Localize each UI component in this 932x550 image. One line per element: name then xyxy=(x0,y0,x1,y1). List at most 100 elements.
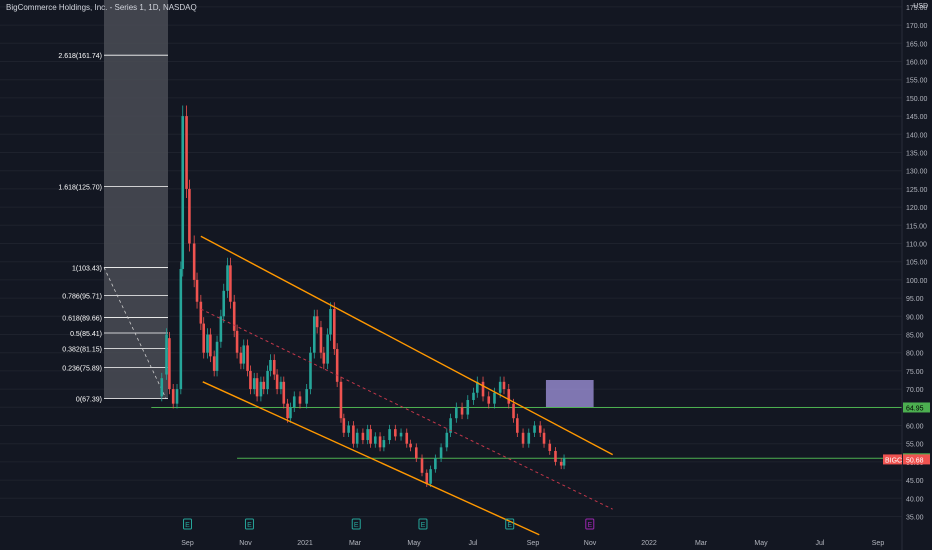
candle-body xyxy=(542,432,546,444)
channel-lower-line xyxy=(202,381,540,536)
price-tick-label: 75.00 xyxy=(906,369,924,376)
candle-body xyxy=(289,407,292,419)
earnings-event-icon[interactable] xyxy=(183,518,192,530)
candle-body xyxy=(512,403,515,419)
price-tag-bg xyxy=(903,454,930,465)
candle-body xyxy=(185,116,188,189)
candle-body xyxy=(409,443,412,448)
earnings-event-icon[interactable] xyxy=(418,518,428,530)
resistance-zone[interactable] xyxy=(545,380,594,408)
fib-trend-line xyxy=(103,267,167,399)
candle-body xyxy=(493,392,496,404)
candle-body xyxy=(455,407,458,419)
candle-body xyxy=(212,356,216,371)
candle-body xyxy=(319,327,323,353)
price-tick-label: 130.00 xyxy=(906,169,928,176)
candle-body xyxy=(559,461,563,466)
candle-body xyxy=(305,389,308,404)
price-tick-label: 90.00 xyxy=(906,314,924,321)
earnings-event-label: E xyxy=(421,522,426,529)
candle-body xyxy=(192,243,196,280)
candle-body xyxy=(188,188,191,244)
candle-body xyxy=(538,425,542,433)
candle-body xyxy=(226,265,229,291)
earnings-event-icon[interactable] xyxy=(585,518,595,530)
candle-body xyxy=(445,432,449,448)
candle-body xyxy=(168,338,171,390)
price-tick-label: 45.00 xyxy=(906,478,924,485)
earnings-event-label: E xyxy=(247,522,252,529)
candle-body xyxy=(179,268,183,390)
candle-body xyxy=(382,440,386,448)
price-tick-label: 40.00 xyxy=(906,496,924,503)
support-lines[interactable] xyxy=(151,406,902,459)
candle-body xyxy=(335,349,339,382)
fib-background xyxy=(104,0,168,399)
candle-body xyxy=(181,116,185,269)
candle-body xyxy=(275,374,279,390)
time-tick-label: 2021 xyxy=(297,540,313,547)
earnings-event-label: E xyxy=(185,522,190,529)
fib-level-label: 0.382(81.15) xyxy=(62,347,102,354)
price-tick-label: 140.00 xyxy=(906,132,928,139)
candle-body xyxy=(333,309,336,350)
price-tick-label: 155.00 xyxy=(906,78,928,85)
candle-body xyxy=(533,425,536,433)
earnings-event-label: E xyxy=(587,522,592,529)
candle-body xyxy=(399,432,403,437)
time-axis[interactable]: Sep Nov 2021 Mar May Jul Sep Nov 2022 Mar May Jul Se… xyxy=(181,540,884,547)
candle-body xyxy=(232,301,236,331)
price-tick-label: 85.00 xyxy=(906,333,924,340)
price-tag-label: 64.95 xyxy=(906,405,924,412)
price-tick-label: 105.00 xyxy=(906,260,928,267)
candle-body xyxy=(242,345,246,364)
price-tick-label: 115.00 xyxy=(906,223,927,230)
earnings-event-icon[interactable] xyxy=(505,518,515,530)
fibonacci-extension[interactable]: 2.618(161.74) 1.618(125.70) 1(103.43) 0.786… xyxy=(58,0,168,404)
price-tick-label: 95.00 xyxy=(906,296,924,303)
price-tick-label: 175.00 xyxy=(906,5,928,12)
candle-body xyxy=(414,447,418,459)
candle-body xyxy=(516,418,519,433)
candle-body xyxy=(507,389,511,404)
channel-median-line xyxy=(200,308,613,510)
candle-body xyxy=(326,334,329,364)
candle-body xyxy=(562,458,566,466)
price-axis[interactable]: 35.0040.0045.0050.0055.0060.0065.0070.00… xyxy=(901,0,928,550)
candle-body xyxy=(266,370,269,390)
candle-body xyxy=(255,378,259,397)
candle-body xyxy=(209,334,212,357)
price-tag-bg xyxy=(903,402,930,413)
candle-body xyxy=(369,429,372,444)
candle-body xyxy=(286,403,289,419)
earnings-event-icon[interactable] xyxy=(244,518,254,530)
fib-level-label: 1.618(125.70) xyxy=(58,184,102,191)
symbol-tag-bg xyxy=(883,454,902,465)
time-tick-label: Jul xyxy=(816,540,825,547)
descending-channel[interactable] xyxy=(200,235,613,536)
earnings-event-label: E xyxy=(507,522,512,529)
time-tick-label: Jul xyxy=(469,540,478,547)
price-tick-label: 60.00 xyxy=(906,424,924,431)
channel-upper-line xyxy=(200,235,613,456)
candle-body xyxy=(460,407,464,415)
candle-body xyxy=(355,432,359,444)
time-tick-label: 2022 xyxy=(641,540,657,547)
price-tick-label: 55.00 xyxy=(906,442,924,449)
candle-body xyxy=(361,432,365,441)
candle-body xyxy=(206,334,209,353)
price-tick-label: 125.00 xyxy=(906,187,928,194)
candle-body xyxy=(521,432,525,444)
price-tick-label: 35.00 xyxy=(906,515,924,522)
candle-body xyxy=(229,265,232,302)
fib-level-label: 1(103.43) xyxy=(72,265,102,272)
earnings-event-icon[interactable] xyxy=(351,518,361,530)
candle-body xyxy=(171,389,175,404)
candle-body xyxy=(195,279,199,302)
candle-body xyxy=(219,316,223,342)
candle-body xyxy=(487,396,491,404)
fib-level-label: 0(67.39) xyxy=(76,397,102,404)
